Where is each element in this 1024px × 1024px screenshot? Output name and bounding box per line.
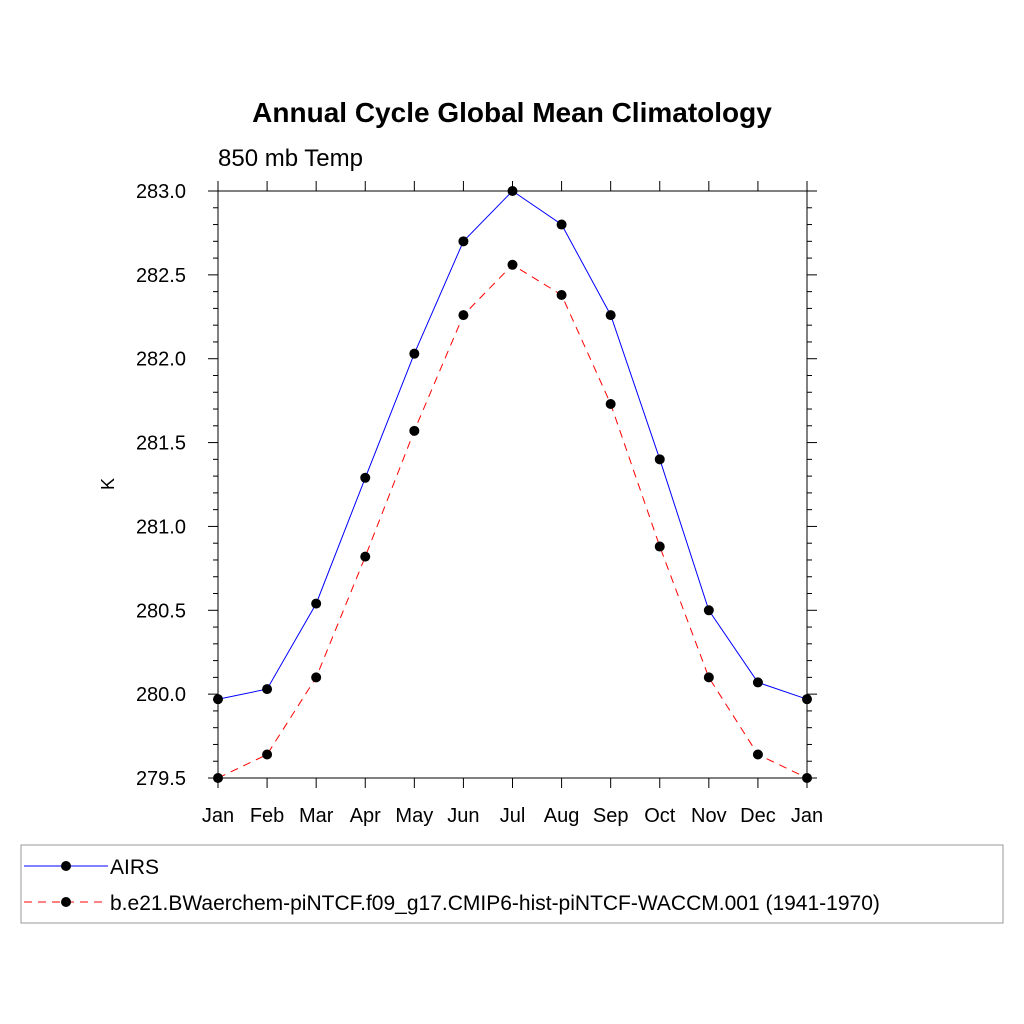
- x-tick-label: Jul: [500, 805, 526, 827]
- series-line-1: [217, 264, 808, 779]
- y-axis-label: K: [98, 478, 118, 490]
- series-1-point: [409, 425, 420, 436]
- series-1-point: [311, 672, 322, 683]
- y-tick-labels: 283.0 282.5 282.0 281.5 281.0 280.5 280.0 279.5: [136, 181, 186, 790]
- plot-frame: [217, 190, 808, 779]
- series-1-point: [605, 398, 616, 409]
- series-0-point: [262, 684, 273, 695]
- series-0-point: [605, 310, 616, 321]
- series-0-point: [409, 348, 420, 359]
- series-1-point: [802, 773, 812, 783]
- series-1-point: [458, 310, 469, 321]
- x-tick-label: Mar: [299, 805, 334, 827]
- series-1-point: [654, 541, 665, 552]
- x-tick-label: Apr: [350, 805, 381, 827]
- y-tick-label: 282.5: [136, 265, 186, 287]
- series-0-point: [703, 605, 714, 616]
- series-1-point: [507, 259, 518, 270]
- series-1-point: [752, 749, 763, 760]
- x-tick-label: Jan: [202, 805, 234, 827]
- y-tick-label: 280.0: [136, 684, 186, 706]
- axis-ticks: [208, 181, 817, 788]
- series-0-point: [311, 598, 322, 609]
- x-tick-labels: Jan Feb Mar Apr May Jun Jul Aug Sep Oct Nov Dec Jan: [202, 805, 823, 827]
- series-0-point: [802, 694, 812, 705]
- chart-subtitle: 850 mb Temp: [218, 145, 363, 172]
- series-0-point: [752, 677, 763, 688]
- series-0-point: [458, 236, 469, 247]
- y-tick-label: 281.5: [136, 433, 186, 455]
- chart-title: Annual Cycle Global Mean Climatology: [252, 97, 772, 128]
- x-tick-label: Jan: [791, 805, 823, 827]
- x-tick-label: May: [395, 805, 433, 827]
- y-tick-label: 281.0: [136, 516, 186, 538]
- legend-box: [20, 844, 1004, 924]
- x-tick-label: Nov: [691, 805, 727, 827]
- y-tick-label: 279.5: [136, 768, 186, 790]
- y-tick-label: 282.0: [136, 349, 186, 371]
- series-0-point: [556, 219, 567, 230]
- x-tick-label: Sep: [593, 805, 629, 827]
- legend-marker-airs: [61, 861, 71, 871]
- y-tick-label: 280.5: [136, 600, 186, 622]
- series-0-point: [360, 472, 371, 483]
- series-0-point: [654, 454, 665, 465]
- x-tick-label: Dec: [740, 805, 776, 827]
- series-1-point: [703, 672, 714, 683]
- x-tick-label: Jun: [447, 805, 479, 827]
- legend-label-model: b.e21.BWaerchem-piNTCF.f09_g17.CMIP6-his…: [110, 892, 880, 915]
- legend-marker-model: [61, 897, 71, 907]
- series-0-point: [213, 694, 223, 705]
- x-tick-label: Feb: [250, 805, 284, 827]
- series-0-point: [507, 186, 518, 196]
- y-tick-label: 283.0: [136, 181, 186, 203]
- legend: AIRS b.e21.BWaerchem-piNTCF.f09_g17.CMIP…: [20, 844, 1004, 924]
- series-1-point: [556, 289, 567, 300]
- series-1-point: [213, 773, 223, 783]
- series-1-point: [262, 749, 273, 760]
- x-tick-label: Aug: [544, 805, 580, 827]
- x-tick-label: Oct: [644, 805, 676, 827]
- series-layer: [213, 186, 812, 783]
- legend-label-airs: AIRS: [110, 856, 159, 879]
- series-1-point: [360, 551, 371, 562]
